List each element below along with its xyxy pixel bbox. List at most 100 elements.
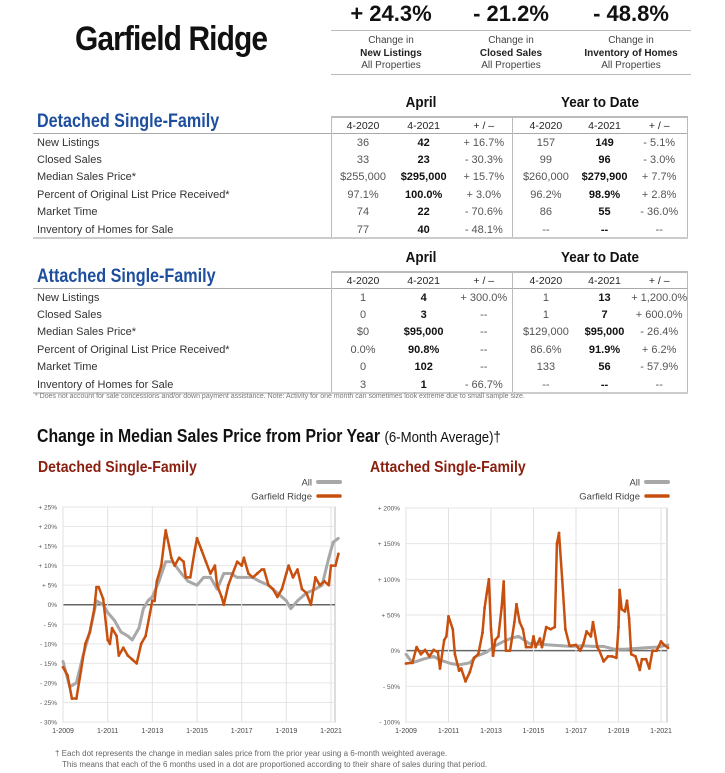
table-cell: -- <box>655 378 663 391</box>
data-point <box>309 603 313 607</box>
data-point <box>242 556 246 560</box>
table-row: Market Time 74 22 - 70.6% 86 55 - 36.0% <box>33 204 688 221</box>
kpi-closed-sales: - 21.2% Change in Closed Sales All Propert… <box>451 0 571 73</box>
y-tick-label: - 30% <box>40 720 57 727</box>
table-cell: -- <box>480 343 488 356</box>
table-cell: + 15.7% <box>463 171 505 184</box>
data-point <box>647 667 651 670</box>
data-point <box>415 645 419 649</box>
data-point <box>634 654 637 658</box>
data-point <box>459 667 463 670</box>
data-point <box>142 607 145 611</box>
table-cell: 86 <box>539 206 553 219</box>
data-point <box>336 552 340 556</box>
table-title: Detached Single-Family <box>37 111 220 132</box>
data-point <box>150 595 154 599</box>
data-point <box>468 670 472 674</box>
data-point <box>110 626 114 630</box>
data-point <box>305 591 308 595</box>
data-point <box>135 661 139 665</box>
row-label: New Listings <box>37 136 100 149</box>
data-point <box>327 556 331 560</box>
data-point <box>327 583 331 587</box>
table-cell: - 36.0% <box>640 206 679 219</box>
table-cell: -- <box>600 223 609 236</box>
data-point <box>620 607 624 611</box>
data-point <box>186 579 190 583</box>
column-divider <box>512 271 513 393</box>
data-point <box>75 681 78 685</box>
data-point <box>524 645 528 649</box>
charts-section-title: Change in Median Sales Price from Prior … <box>37 426 501 447</box>
table-cell: $255,000 <box>340 171 386 184</box>
table-cell: $295,000 <box>400 171 447 184</box>
data-point <box>184 575 188 579</box>
data-point <box>276 595 279 599</box>
y-tick-label: + 100% <box>378 577 400 584</box>
table-cell: 1 <box>359 291 367 304</box>
legend-label: Garfield Ridge <box>251 492 312 503</box>
data-point <box>258 579 261 583</box>
kpi-metric: New Listings <box>360 47 422 59</box>
data-point <box>334 564 337 568</box>
table-cell: + 3.0% <box>466 188 502 201</box>
data-point <box>313 575 317 579</box>
data-point <box>508 649 512 653</box>
data-point <box>421 657 425 661</box>
data-point <box>244 575 248 579</box>
data-point <box>432 654 436 658</box>
table-cell: 40 <box>417 223 430 236</box>
table-cell: + 7.7% <box>641 171 677 184</box>
y-tick-label: + 50% <box>381 613 400 620</box>
data-point <box>146 599 150 603</box>
data-point <box>235 575 239 579</box>
data-point <box>66 673 69 677</box>
column-header: 4-2021 <box>588 119 621 132</box>
data-point <box>179 572 183 575</box>
row-label: Median Sales Price* <box>37 171 137 184</box>
table-cell: 55 <box>598 206 611 219</box>
data-point <box>202 575 206 579</box>
table-cell: -- <box>480 361 488 374</box>
table-cell: - 30.3% <box>464 154 503 167</box>
table-cell: -- <box>542 378 550 391</box>
table-cell: -- <box>480 309 488 322</box>
data-point <box>453 652 457 656</box>
x-tick-label: 1-2021 <box>320 728 342 735</box>
data-point <box>61 665 65 669</box>
data-point <box>602 644 606 648</box>
column-header: + / – <box>648 119 670 132</box>
table-cell: - 66.7% <box>464 378 503 391</box>
data-point <box>595 645 599 649</box>
data-point <box>280 587 284 591</box>
table-cell: -- <box>542 223 550 236</box>
y-tick-label: - 50% <box>383 684 400 691</box>
kpi-scope: All Properties <box>481 60 541 71</box>
data-point <box>518 620 522 624</box>
table-cell: 3 <box>420 309 427 322</box>
data-point <box>606 654 610 658</box>
data-point <box>246 572 250 575</box>
table-cell: 100.0% <box>404 188 443 201</box>
y-tick-label: - 5% <box>44 622 58 629</box>
data-point <box>106 638 110 642</box>
table-cell: 4 <box>420 291 427 304</box>
data-point <box>329 564 333 568</box>
table-cell: $95,000 <box>584 326 625 339</box>
table-footnote: * Does not account for sale concessions … <box>35 393 525 400</box>
data-point <box>112 618 116 622</box>
kpi-scope: All Properties <box>361 60 421 71</box>
data-point <box>560 577 564 581</box>
table-row: Market Time 0 102 -- 133 56 - 57.9% <box>33 359 688 376</box>
data-point <box>591 644 595 648</box>
row-label: Market Time <box>37 361 98 374</box>
data-point <box>336 536 340 540</box>
data-point <box>108 642 112 646</box>
table-row: Percent of Original List Price Received*… <box>33 186 688 203</box>
data-point <box>222 603 226 607</box>
data-point <box>578 649 582 653</box>
data-point <box>527 642 531 645</box>
data-point <box>318 583 322 587</box>
table-header-row: 4-2020 4-2021 + / – 4-2020 4-2021 + / – <box>33 118 688 134</box>
